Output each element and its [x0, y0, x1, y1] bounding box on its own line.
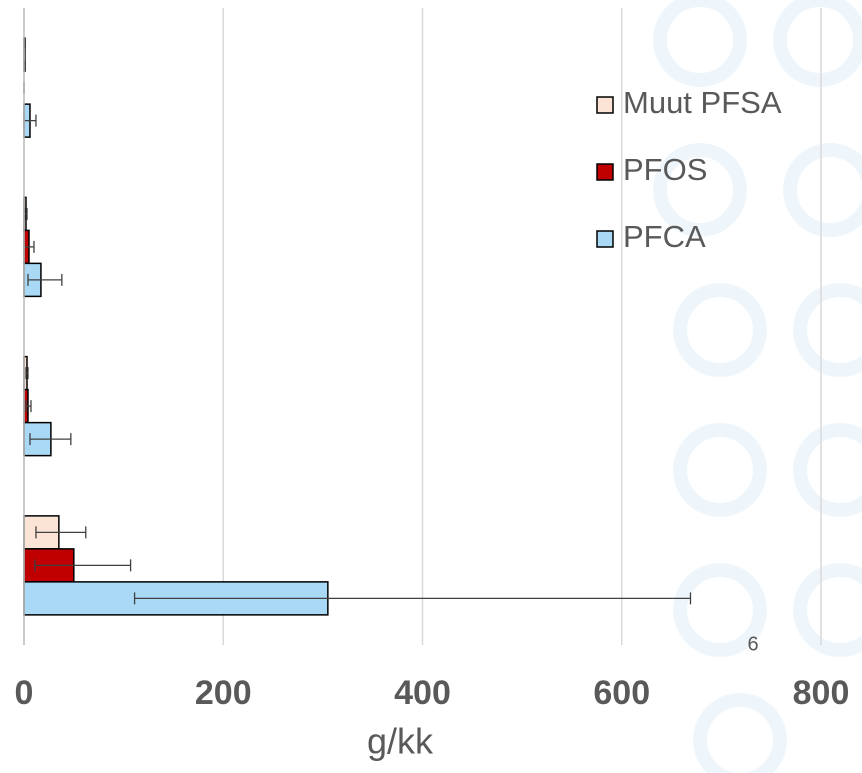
error-bar: [29, 433, 72, 446]
error-bar: [35, 526, 87, 539]
x-tick-label: 400: [394, 674, 451, 712]
legend-swatch: [596, 96, 614, 114]
error-bar: [24, 207, 28, 220]
error-bar: [25, 400, 32, 413]
error-bar: [25, 367, 29, 380]
x-tick-label: 0: [15, 674, 34, 712]
background-decoration: [653, 0, 862, 773]
legend-swatch: [596, 230, 614, 248]
error-bar: [27, 273, 63, 286]
error-bar: [34, 559, 132, 572]
x-tick-label: 800: [793, 674, 850, 712]
legend-label: Muut PFSA: [623, 85, 782, 120]
x-tick-label: 200: [195, 674, 252, 712]
error-bar: [133, 592, 692, 605]
legend-label: PFOS: [623, 152, 707, 187]
legend-label: PFCA: [623, 219, 706, 254]
page-number: 6: [747, 633, 758, 655]
x-tick-label: 600: [593, 674, 650, 712]
x-axis-label: g/kk: [367, 721, 434, 762]
legend-swatch: [596, 163, 614, 181]
